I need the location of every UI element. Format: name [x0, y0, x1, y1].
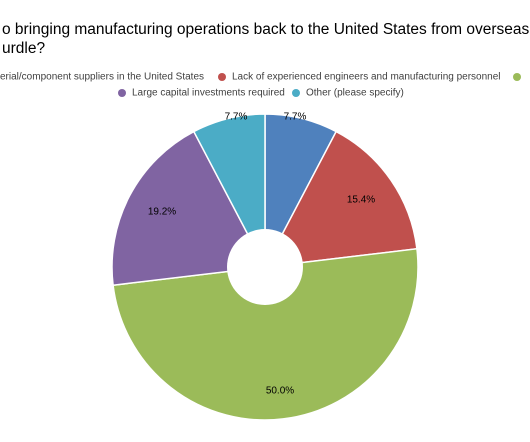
legend-marker: [292, 89, 300, 97]
legend-marker: [218, 73, 226, 81]
data-label: 19.2%: [148, 207, 176, 218]
pie-slice: [192, 113, 266, 268]
legend-marker: [513, 73, 521, 81]
pie-slice: [112, 247, 419, 421]
data-label: 50.0%: [266, 386, 294, 397]
legend-label: Lack of experienced engineers and manufa…: [232, 72, 501, 83]
chart-title: urdle?: [2, 40, 45, 57]
data-label: 15.4%: [347, 195, 375, 206]
data-label: 7.7%: [284, 112, 307, 123]
pie-slice: [111, 130, 267, 287]
data-label: 7.7%: [225, 112, 248, 123]
legend-marker: [118, 89, 126, 97]
chart-title: o bringing manufacturing operations back…: [2, 21, 530, 38]
legend-label: Large capital investments required: [132, 88, 285, 99]
pie-hole: [227, 229, 303, 305]
legend-label: Other (please specify): [306, 88, 404, 99]
legend-label: erial/component suppliers in the United …: [0, 72, 204, 83]
pie-slice: [263, 130, 418, 268]
